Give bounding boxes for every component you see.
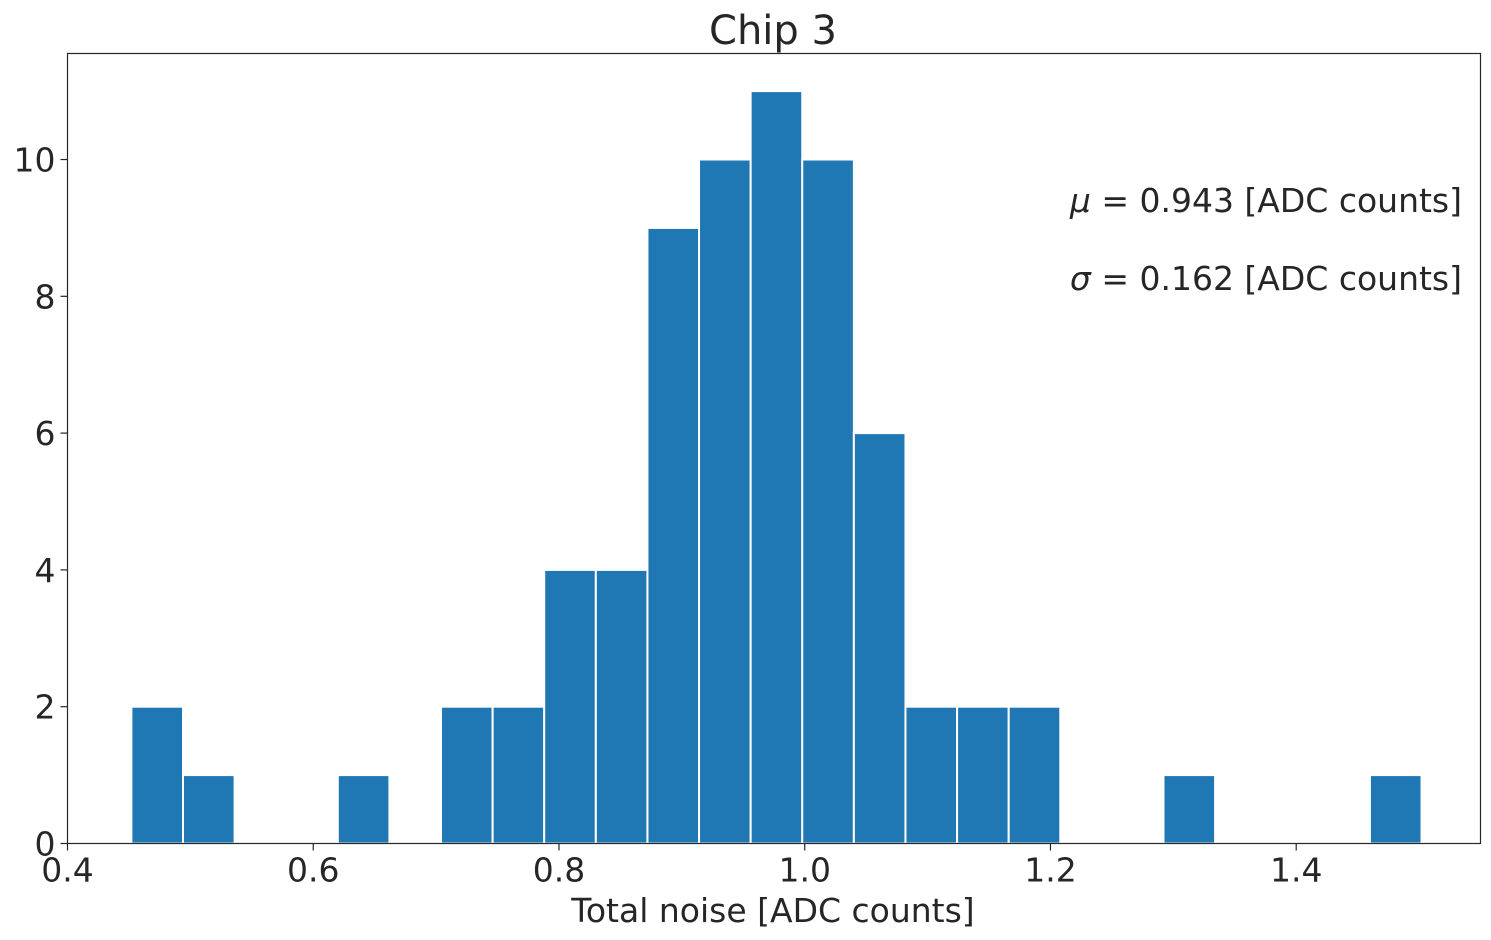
histogram-bar <box>1368 774 1423 845</box>
mean-annotation: μ = 0.943 [ADC counts] <box>1069 181 1462 220</box>
x-tick-label: 1.2 <box>1024 851 1076 890</box>
histogram-bar <box>491 705 546 845</box>
y-tick-label: 6 <box>35 414 56 453</box>
x-axis-label: Total noise [ADC counts] <box>570 891 974 930</box>
histogram-bar <box>594 568 649 845</box>
x-axis-ticks: 0.4 0.6 0.8 1.0 1.2 1.4 <box>41 843 1322 890</box>
histogram-bar <box>440 705 494 845</box>
histogram-bar <box>749 90 804 845</box>
chart-title: Chip 3 <box>709 8 837 54</box>
histogram-bar <box>1162 774 1217 845</box>
x-tick-label: 0.6 <box>287 851 339 890</box>
sigma-symbol: σ <box>1070 259 1092 298</box>
histogram-bar <box>543 568 597 845</box>
y-tick-label: 10 <box>14 141 56 180</box>
sigma-annotation: σ = 0.162 [ADC counts] <box>1070 259 1462 298</box>
sigma-value: = 0.162 [ADC counts] <box>1091 259 1462 298</box>
histogram-bar <box>956 705 1010 845</box>
y-axis-ticks: 0 2 4 6 8 10 <box>14 141 68 864</box>
histogram-bar <box>852 432 907 845</box>
mean-value: = 0.943 [ADC counts] <box>1091 181 1462 220</box>
x-tick-label: 1.4 <box>1270 851 1322 890</box>
y-tick-label: 2 <box>35 688 56 727</box>
histogram-bar <box>904 705 959 845</box>
x-tick-label: 1.0 <box>778 851 830 890</box>
histogram-bar <box>801 158 855 845</box>
histogram-bar <box>646 226 701 845</box>
y-tick-label: 8 <box>35 277 56 316</box>
histogram-bar <box>336 774 391 845</box>
histogram-bar <box>181 774 236 845</box>
y-tick-label: 0 <box>35 825 56 864</box>
x-tick-label: 0.8 <box>533 851 585 890</box>
plot-frame <box>66 52 1482 845</box>
mean-symbol: μ <box>1069 181 1091 220</box>
histogram-bar <box>698 158 752 845</box>
y-tick-label: 4 <box>35 551 56 590</box>
histogram-bar <box>130 705 184 845</box>
histogram-bar <box>1007 705 1062 845</box>
x-tick-label: 0.4 <box>41 851 93 890</box>
